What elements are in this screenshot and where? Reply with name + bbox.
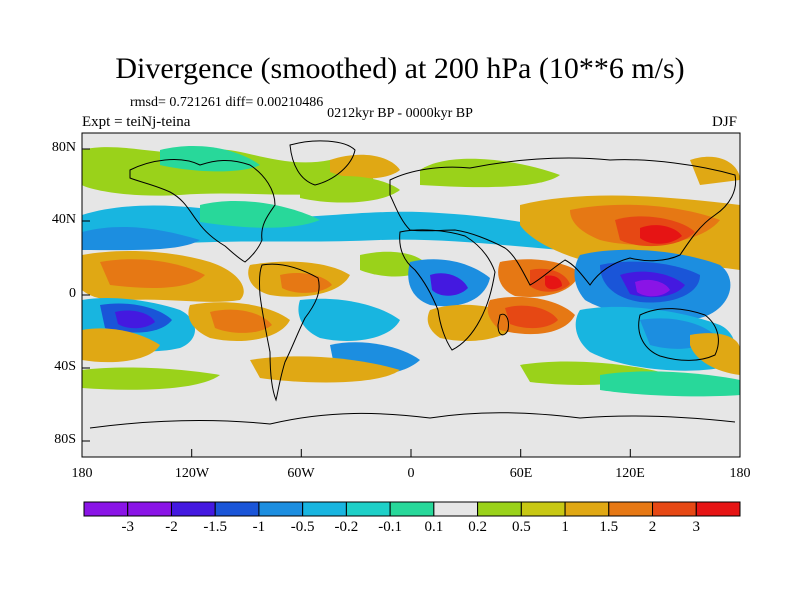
x-tick-label: 180 [729, 466, 751, 481]
coastline-europe-asia [389, 157, 737, 286]
field-patch [200, 200, 320, 228]
colorbar-swatch [389, 501, 435, 517]
colorbar-label: 1.5 [599, 519, 619, 535]
y-tick-label: 40N [51, 212, 76, 227]
colorbar-label: -0.1 [378, 519, 402, 535]
colorbar-swatch [258, 501, 304, 517]
coastline-australia [638, 308, 719, 361]
y-tick-label: 80N [51, 140, 76, 155]
colorbar-swatch [433, 501, 479, 517]
field-patch [300, 175, 400, 203]
field-patch [160, 145, 260, 172]
colorbar-swatch [564, 501, 610, 517]
field-patch [82, 147, 375, 196]
x-tick-label: 0 [407, 466, 415, 481]
colorbar-label: 2 [648, 519, 657, 535]
colorbar-swatch [345, 501, 391, 517]
coastline-madagascar [497, 313, 509, 336]
colorbar-label: 0.5 [511, 519, 531, 535]
colorbar-swatch [214, 501, 260, 517]
rmsd-diff-stats: rmsd= 0.721261 diff= 0.00210486 [130, 95, 324, 110]
field-patch [100, 259, 205, 288]
colorbar-swatch [608, 501, 654, 517]
field-patch [82, 328, 160, 363]
x-tick-label: 60W [287, 466, 315, 481]
field-patch [690, 156, 740, 185]
colorbar-swatch [520, 501, 566, 517]
x-tick-label: 60E [509, 466, 533, 481]
field-patch [420, 158, 560, 188]
field-patches [82, 145, 740, 397]
field-patch [298, 298, 400, 341]
coastline-africa [399, 229, 496, 351]
coastlines [89, 140, 737, 429]
y-tick-label: 80S [54, 432, 76, 447]
colorbar-swatch [83, 501, 129, 517]
field-patch [330, 154, 400, 179]
colorbar-label: 0.1 [424, 519, 444, 535]
colorbar-swatch [127, 501, 172, 517]
colorbar-label: -3 [121, 519, 134, 535]
y-tick-label: 40S [54, 359, 76, 374]
colorbar-label: -0.2 [334, 519, 359, 535]
colorbar-swatch [302, 501, 347, 517]
colorbar-swatch [652, 501, 697, 517]
field-patch [640, 225, 682, 244]
coastline-antarctica [89, 412, 736, 429]
colorbar-swatch [477, 501, 522, 517]
field-patch [505, 305, 558, 329]
x-tick-label: 180 [71, 466, 93, 481]
field-patch [82, 367, 220, 390]
colorbar-label: -1.5 [203, 519, 228, 535]
colorbar-label: 1 [561, 519, 569, 535]
time-period: 0212kyr BP - 0000kyr BP [327, 106, 473, 121]
colorbar-label: -2 [165, 519, 178, 535]
field-patch [430, 273, 468, 296]
coastline-north-america [129, 159, 276, 263]
tick-marks [81, 148, 741, 457]
field-patch [600, 371, 740, 397]
field-patch [82, 226, 200, 251]
field-patch [545, 275, 562, 290]
coastline-greenland [289, 140, 356, 186]
field-patch [210, 309, 272, 333]
season-label: DJF [712, 114, 738, 130]
colorbar-label: -0.5 [290, 519, 315, 535]
plot-title: Divergence (smoothed) at 200 hPa (10**6 … [115, 52, 685, 85]
x-tick-label: 120E [615, 466, 645, 481]
colorbar-swatch [695, 501, 741, 517]
colorbar-swatch [170, 501, 216, 517]
field-patch [115, 310, 155, 329]
colorbar-label: -1 [252, 519, 266, 535]
colorbar-label: 3 [692, 519, 701, 535]
field-patch [250, 356, 400, 383]
colorbar-label: 0.2 [468, 519, 487, 535]
x-tick-label: 120W [174, 466, 210, 481]
field-patch [635, 279, 670, 297]
colorbar [83, 501, 741, 517]
coastline-south-america [258, 263, 320, 402]
y-tick-label: 0 [69, 286, 76, 301]
experiment-label: Expt = teiNj-teina [82, 114, 191, 130]
